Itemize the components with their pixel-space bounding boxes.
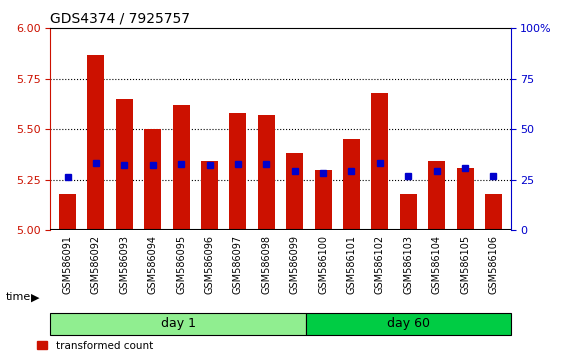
- Bar: [428, 161, 445, 230]
- Text: day 60: day 60: [387, 317, 430, 330]
- Bar: [258, 115, 275, 230]
- Bar: [371, 93, 388, 230]
- Bar: [201, 161, 218, 230]
- Bar: [88, 55, 104, 230]
- Bar: [315, 170, 332, 230]
- Text: GDS4374 / 7925757: GDS4374 / 7925757: [50, 12, 191, 26]
- Bar: [400, 194, 417, 230]
- Bar: [173, 105, 190, 230]
- Text: ▶: ▶: [31, 292, 39, 302]
- Legend: transformed count, percentile rank within the sample: transformed count, percentile rank withi…: [33, 337, 236, 354]
- Bar: [116, 99, 133, 230]
- Text: time: time: [6, 292, 31, 302]
- Bar: [229, 113, 246, 230]
- Bar: [286, 153, 303, 230]
- Bar: [457, 167, 473, 230]
- Bar: [343, 139, 360, 230]
- Text: day 1: day 1: [160, 317, 196, 330]
- Bar: [144, 129, 161, 230]
- Bar: [485, 194, 502, 230]
- Bar: [59, 194, 76, 230]
